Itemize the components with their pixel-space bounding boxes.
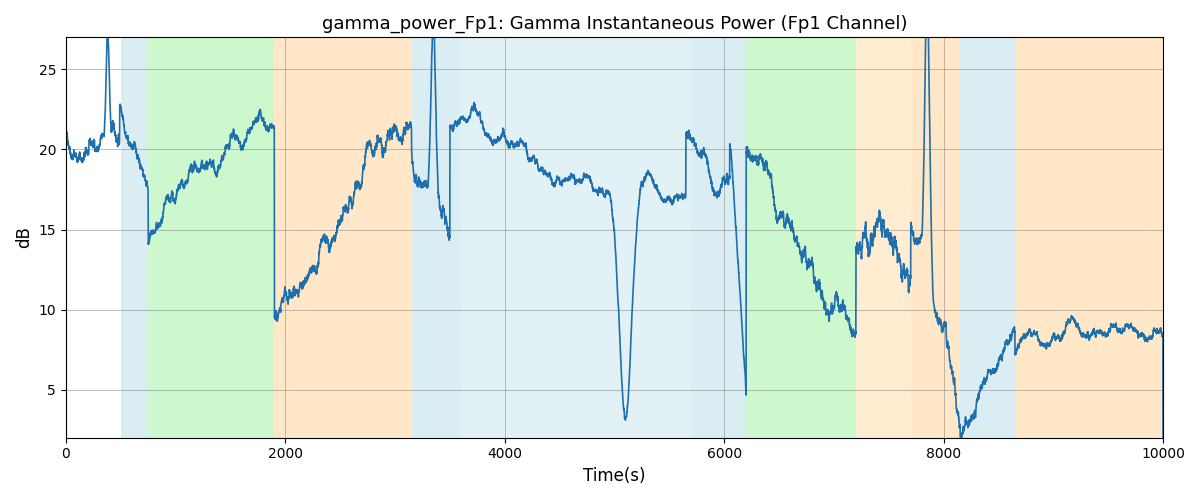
Bar xyxy=(911,38,960,438)
Y-axis label: dB: dB xyxy=(16,226,34,248)
Bar xyxy=(730,38,746,438)
Bar xyxy=(960,38,1015,438)
Bar xyxy=(148,38,275,438)
X-axis label: Time(s): Time(s) xyxy=(583,467,646,485)
Bar xyxy=(856,38,911,438)
Bar xyxy=(275,38,412,438)
Bar xyxy=(412,38,461,438)
Bar xyxy=(1015,38,1163,438)
Bar xyxy=(746,38,856,438)
Bar xyxy=(461,38,691,438)
Title: gamma_power_Fp1: Gamma Instantaneous Power (Fp1 Channel): gamma_power_Fp1: Gamma Instantaneous Pow… xyxy=(322,15,907,34)
Bar xyxy=(121,38,148,438)
Bar xyxy=(691,38,730,438)
